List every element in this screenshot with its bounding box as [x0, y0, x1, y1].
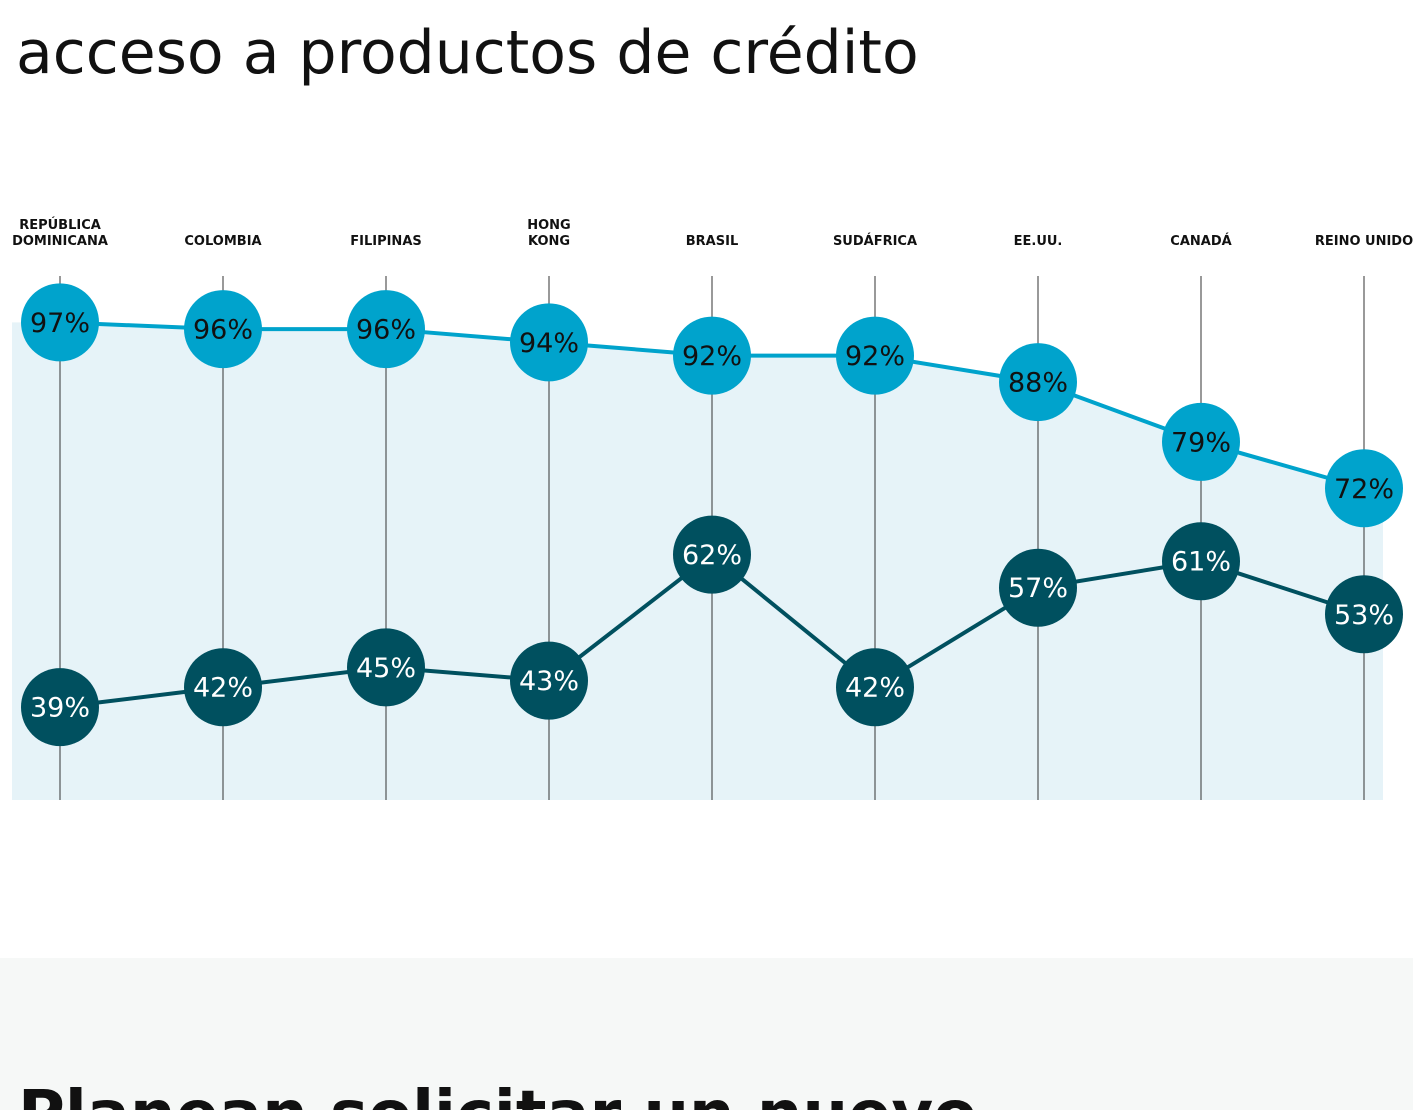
chart: 97% 96% 96% 94% 92% 92% 88% 79% 72% 39% 42% 45% 43% 6… — [12, 276, 1403, 800]
category-label: REPÚBLICA DOMINICANA — [12, 218, 108, 249]
data-point — [347, 290, 425, 369]
data-point — [999, 548, 1077, 627]
data-label: 61% — [1171, 547, 1231, 578]
data-label: 96% — [356, 315, 416, 346]
data-label: 62% — [682, 540, 742, 571]
category-label: CANADÁ — [1170, 234, 1232, 249]
category-label: COLOMBIA — [184, 234, 262, 249]
data-point — [184, 648, 262, 727]
data-point — [673, 316, 751, 395]
data-label: 97% — [30, 308, 90, 339]
data-label: 57% — [1008, 573, 1068, 604]
data-point — [673, 515, 751, 594]
data-point — [347, 628, 425, 707]
data-point — [1325, 449, 1403, 528]
data-label: 39% — [30, 693, 90, 724]
category-label: BRASIL — [685, 234, 739, 249]
category-label: EE.UU. — [1013, 234, 1063, 249]
data-point — [510, 641, 588, 720]
data-label: 92% — [845, 341, 905, 372]
data-label: 42% — [845, 673, 905, 704]
chart-title: acceso a productos de crédito — [16, 18, 919, 88]
category-label: FILIPINAS — [350, 234, 422, 249]
data-label: 43% — [519, 666, 579, 697]
data-label: 53% — [1334, 600, 1394, 631]
data-point — [1325, 575, 1403, 654]
data-point — [1162, 522, 1240, 601]
data-label: 72% — [1334, 474, 1394, 505]
data-label: 94% — [519, 328, 579, 359]
data-label: 88% — [1008, 368, 1068, 399]
category-label: SUDÁFRICA — [832, 234, 918, 249]
category-label: HONG KONG — [527, 218, 571, 249]
data-label: 42% — [193, 673, 253, 704]
data-label: 45% — [356, 653, 416, 684]
data-point — [21, 668, 99, 747]
data-point — [184, 290, 262, 369]
data-point — [1162, 402, 1240, 481]
section-title: Planean solicitar un nuevo — [18, 1078, 977, 1110]
data-point — [510, 303, 588, 382]
next-section: Planean solicitar un nuevo — [0, 958, 1413, 1110]
data-point — [21, 283, 99, 362]
data-label: 92% — [682, 341, 742, 372]
data-label: 96% — [193, 315, 253, 346]
category-label: REINO UNIDO — [1314, 234, 1413, 249]
data-point — [999, 343, 1077, 422]
data-label: 79% — [1171, 427, 1231, 458]
data-point — [836, 648, 914, 727]
data-point — [836, 316, 914, 395]
